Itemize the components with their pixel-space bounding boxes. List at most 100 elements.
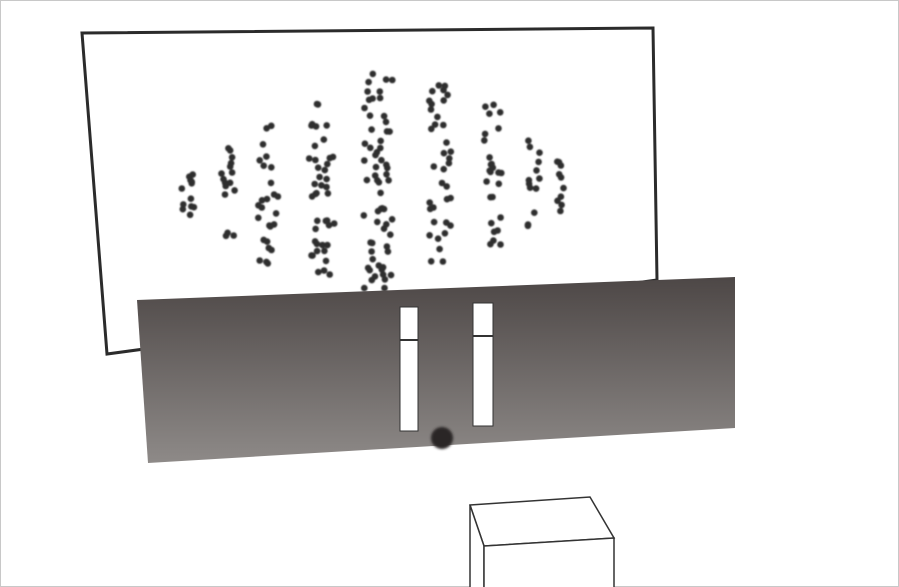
hit-dot xyxy=(179,205,187,213)
hit-dot xyxy=(323,217,331,224)
hit-dot xyxy=(497,214,504,221)
hit-dot xyxy=(486,110,493,117)
hit-dot xyxy=(430,163,438,170)
hit-dot xyxy=(329,153,337,161)
hit-dot xyxy=(314,217,321,225)
hit-dot xyxy=(555,171,563,178)
hit-dot xyxy=(447,148,455,155)
hit-dot xyxy=(434,235,442,242)
hit-dot xyxy=(389,76,396,84)
hit-dot xyxy=(443,195,451,203)
hit-dot xyxy=(375,179,383,186)
hit-dot xyxy=(323,175,330,183)
hit-dot xyxy=(387,231,394,238)
hit-dot xyxy=(321,247,328,255)
hit-dot xyxy=(324,241,331,249)
hit-dot xyxy=(525,137,532,144)
particle xyxy=(431,427,453,449)
hit-dot xyxy=(428,125,435,133)
hit-dot xyxy=(320,136,328,143)
hit-dot xyxy=(369,70,377,78)
hit-dot xyxy=(313,189,320,197)
hit-dot xyxy=(312,225,319,233)
hit-dot xyxy=(221,191,229,198)
hit-dot xyxy=(372,163,380,171)
hit-dot xyxy=(560,184,567,192)
hit-dot xyxy=(536,149,543,156)
hit-dot xyxy=(495,125,502,132)
hit-dot xyxy=(377,189,384,197)
hit-dot xyxy=(498,169,505,177)
hit-dot xyxy=(313,247,321,255)
hit-dot xyxy=(263,238,271,245)
hit-dot xyxy=(435,82,443,89)
hit-dot xyxy=(496,109,504,116)
hit-dot xyxy=(497,241,504,248)
hit-dot xyxy=(330,220,338,227)
hit-dot xyxy=(228,154,236,161)
hit-dot xyxy=(319,241,326,249)
hit-dot xyxy=(312,156,319,164)
hit-dot xyxy=(268,164,275,171)
hit-dot xyxy=(314,101,322,108)
hit-dot xyxy=(382,118,390,126)
hit-dot xyxy=(426,199,434,206)
hit-dot xyxy=(445,159,453,167)
hit-dot xyxy=(323,122,331,129)
hit-dot xyxy=(531,209,538,216)
hit-dot xyxy=(483,178,490,185)
hit-dot xyxy=(324,190,332,197)
hit-dot xyxy=(188,180,195,187)
hit-dot xyxy=(486,154,493,161)
hit-dot xyxy=(481,137,488,144)
hit-dot xyxy=(180,201,187,208)
hit-dot xyxy=(361,284,368,292)
hit-dot xyxy=(266,222,273,229)
hit-dot xyxy=(313,240,321,248)
hit-dot xyxy=(259,141,267,148)
hit-dot xyxy=(434,113,441,121)
hit-dot xyxy=(388,216,396,223)
hit-dot xyxy=(536,175,543,182)
hit-dot xyxy=(374,218,381,226)
hit-dot xyxy=(361,140,369,147)
hit-dot xyxy=(377,144,384,152)
hit-dot xyxy=(382,76,390,83)
hit-dot xyxy=(360,212,368,219)
hit-dot xyxy=(380,112,388,120)
hit-dot xyxy=(436,245,443,253)
hit-dot xyxy=(427,258,435,265)
hit-dot xyxy=(429,87,436,95)
hit-dot xyxy=(489,193,496,201)
slit xyxy=(399,306,419,432)
hit-dot xyxy=(384,248,392,255)
hit-dot xyxy=(426,232,433,239)
hit-dot xyxy=(365,78,372,86)
hit-dot xyxy=(274,193,282,200)
hit-dot xyxy=(221,179,229,187)
hit-dot xyxy=(258,197,266,204)
hit-dot xyxy=(535,158,542,166)
hit-dot xyxy=(555,158,563,166)
hit-dot xyxy=(525,176,533,184)
hit-dot xyxy=(439,258,447,265)
hit-dot xyxy=(312,123,320,130)
source-side xyxy=(469,504,485,587)
hit-dot xyxy=(376,88,384,95)
hit-dot xyxy=(440,97,448,104)
hit-dot xyxy=(557,207,564,215)
hit-dot xyxy=(231,187,238,194)
hit-dot xyxy=(322,257,330,265)
hit-dot xyxy=(487,161,495,168)
hit-dot xyxy=(187,195,195,202)
hit-dot xyxy=(482,103,489,110)
hit-dot xyxy=(380,225,388,232)
hit-dot xyxy=(371,172,379,179)
hit-dot xyxy=(369,255,377,263)
hit-dot xyxy=(368,248,375,255)
hit-dot xyxy=(427,106,435,113)
hit-dot xyxy=(440,149,448,157)
hit-dot xyxy=(226,179,234,187)
interference-pattern xyxy=(178,70,567,292)
hit-dot xyxy=(378,205,386,212)
